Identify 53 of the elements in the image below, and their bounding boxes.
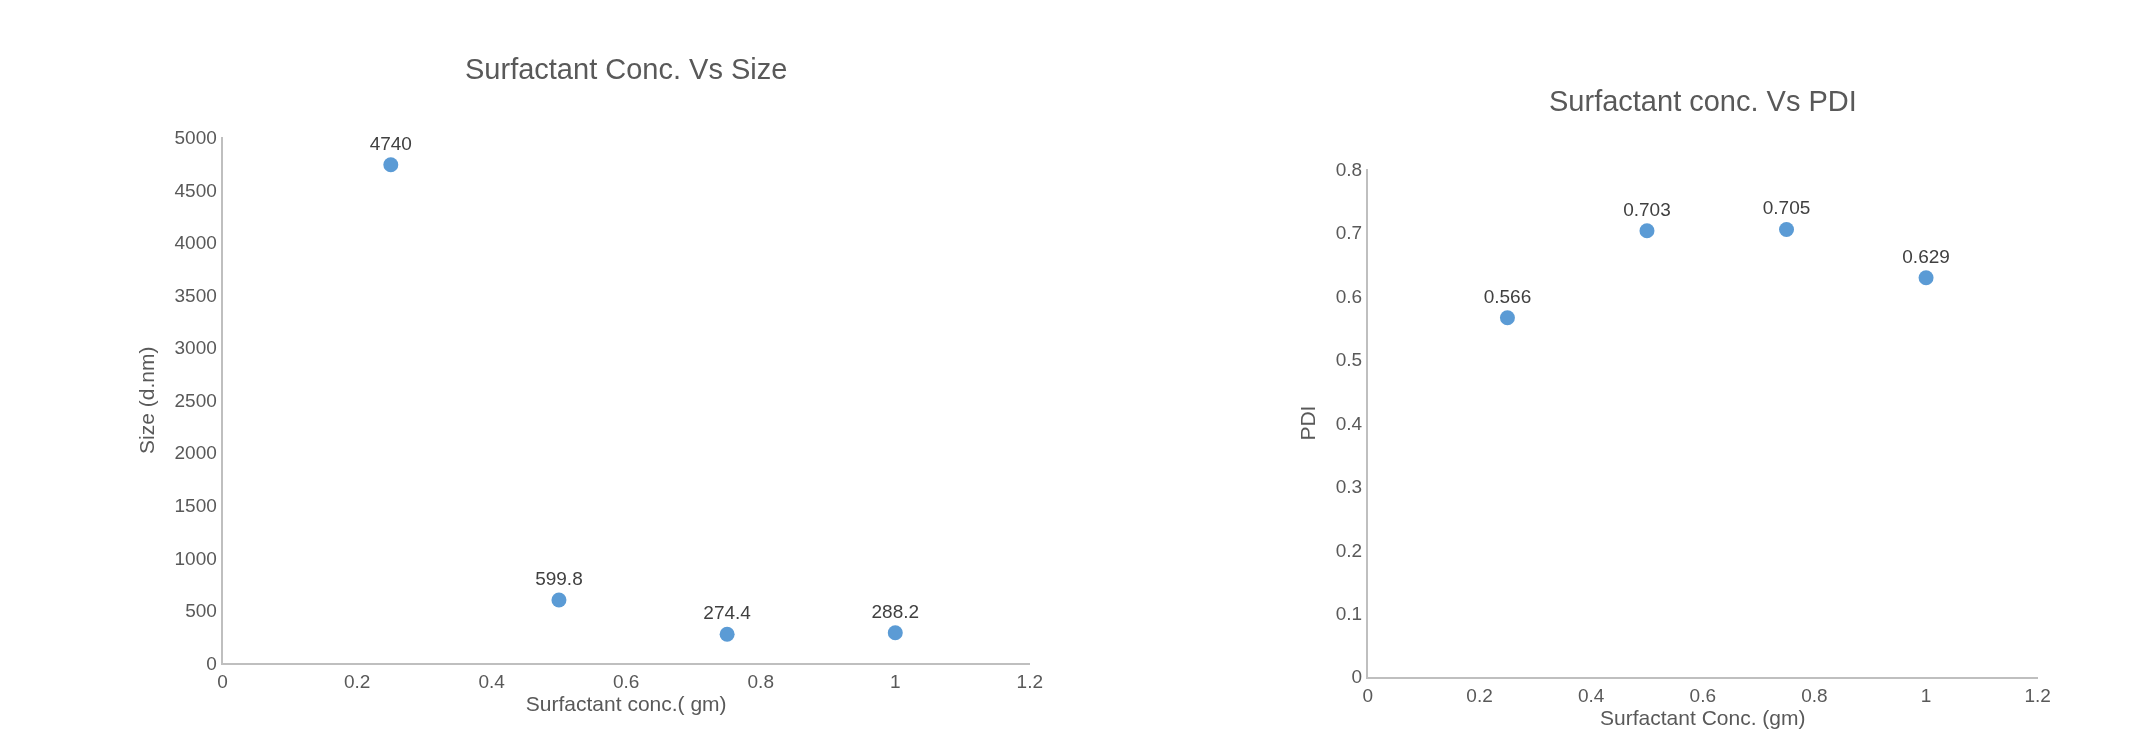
x-tick-label: 0.8 xyxy=(747,670,774,692)
point xyxy=(1779,222,1795,238)
point xyxy=(1918,270,1934,286)
y-tick-label: 0.7 xyxy=(1335,222,1363,244)
point xyxy=(383,157,399,173)
y-tick-label: 0 xyxy=(206,652,217,674)
data-label: 0.629 xyxy=(1902,245,1950,267)
y-tick-label: 0.2 xyxy=(1335,539,1363,561)
y-tick-label: 2500 xyxy=(174,389,217,411)
x-tick-label: 0.2 xyxy=(1466,684,1493,706)
chart-title: Surfactant Conc. Vs Size xyxy=(465,53,788,85)
y-tick-label: 0.1 xyxy=(1335,603,1363,625)
y-tick-label: 0.6 xyxy=(1335,285,1363,307)
x-tick-label: 0.4 xyxy=(478,670,506,692)
point xyxy=(551,592,567,608)
y-tick-label: 1500 xyxy=(174,495,217,517)
point xyxy=(1499,310,1515,326)
y-tick-label: 0.4 xyxy=(1335,412,1363,434)
y-axis-title: PDI xyxy=(1296,405,1320,441)
chart-title: Surfactant conc. Vs PDI xyxy=(1549,85,1857,117)
y-tick-label: 1000 xyxy=(174,547,217,569)
x-axis-title: Surfactant Conc. (gm) xyxy=(1600,705,1806,729)
point xyxy=(1639,223,1655,239)
data-label: 274.4 xyxy=(703,602,752,624)
x-tick-label: 1.2 xyxy=(1016,670,1044,692)
data-label: 0.705 xyxy=(1762,197,1811,219)
data-label: 599.8 xyxy=(535,567,583,589)
y-tick-label: 2000 xyxy=(174,442,217,464)
data-label: 0.566 xyxy=(1483,285,1532,307)
y-tick-label: 0.3 xyxy=(1335,476,1363,498)
x-axis-title: Surfactant conc.( gm) xyxy=(525,691,727,715)
point xyxy=(887,625,903,641)
y-tick-label: 3000 xyxy=(174,337,217,359)
x-tick-label: 0.6 xyxy=(613,670,640,692)
y-tick-label: 0.5 xyxy=(1335,349,1363,371)
y-tick-label: 5000 xyxy=(174,127,217,149)
x-tick-label: 0.4 xyxy=(1577,684,1605,706)
x-tick-label: 1 xyxy=(1920,684,1932,706)
x-tick-label: 0.6 xyxy=(1689,684,1717,706)
x-tick-label: 1 xyxy=(889,670,901,692)
data-label: 4740 xyxy=(369,132,412,154)
data-label: 288.2 xyxy=(871,600,920,622)
point xyxy=(719,626,735,642)
y-tick-label: 500 xyxy=(185,600,217,622)
y-tick-label: 3500 xyxy=(174,284,217,306)
x-tick-label: 0.8 xyxy=(1801,684,1828,706)
data-label: 0.703 xyxy=(1623,198,1671,220)
y-tick-label: 0.8 xyxy=(1335,158,1363,180)
y-tick-label: 4000 xyxy=(174,232,217,254)
y-tick-label: 4500 xyxy=(174,179,217,201)
x-tick-label: 0.2 xyxy=(343,670,371,692)
x-tick-label: 1.2 xyxy=(2024,684,2051,706)
y-axis-title: Size (d.nm) xyxy=(135,346,159,454)
